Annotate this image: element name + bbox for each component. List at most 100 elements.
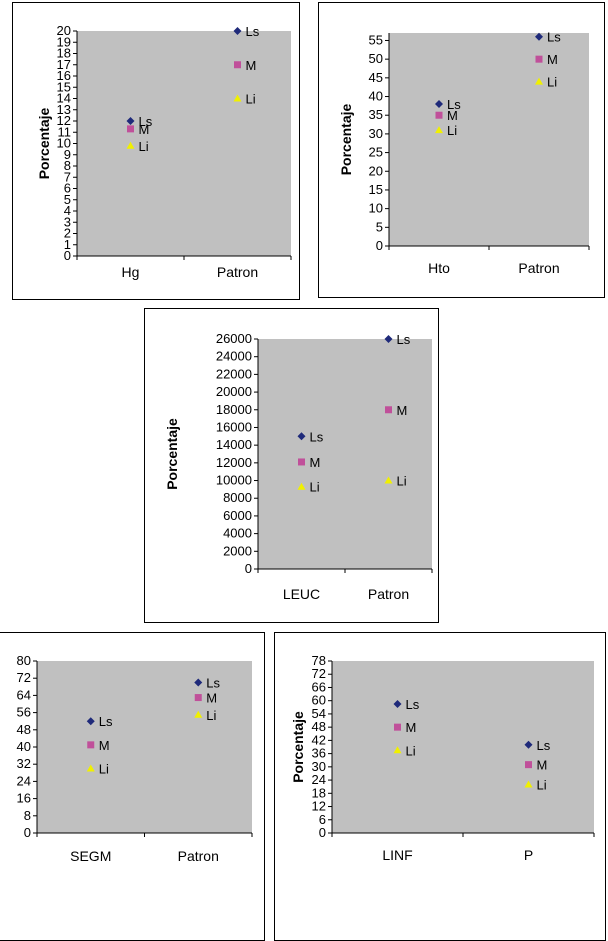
y-tick-label: 32 (17, 756, 31, 771)
y-tick-label: 10 (369, 201, 383, 216)
y-tick-label: 50 (369, 51, 383, 66)
y-tick-label: 14 (57, 91, 71, 106)
point-m (127, 125, 134, 133)
point-label: Ls (447, 97, 461, 112)
chart-hg: 0 1 2 3 4 5 6 7 8 9 10 11 12 13 14 15 16 17 18 19 20 Hg Patron… (12, 2, 300, 300)
point-li (393, 746, 402, 754)
y-tick-label: 0 (376, 238, 383, 253)
y-tick-label: 10 (57, 136, 71, 151)
point-m (435, 111, 443, 119)
y-tick-label: 78 (312, 653, 326, 668)
y-axis-label: Porcentaje (338, 103, 354, 175)
y-tick-label: 3 (64, 214, 71, 229)
point-m (298, 458, 305, 466)
point-label: M (206, 691, 217, 706)
point-li (535, 77, 543, 85)
point-ls (393, 700, 402, 708)
point-ls (297, 432, 306, 441)
chart-hto-svg: 0 5 10 15 20 25 30 35 40 45 50 55 Hto Patron Porcentaj… (338, 30, 590, 276)
point-label: Li (206, 708, 216, 723)
y-axis-label: Porcentaje (290, 711, 306, 783)
point-label: Li (397, 474, 407, 489)
y-tick-label: 8000 (223, 490, 252, 505)
point-label: Li (537, 777, 547, 792)
x-category-label: P (524, 847, 533, 863)
y-tick-label: 18 (312, 785, 326, 800)
chart-segm: 0 8 16 24 32 40 48 56 64 72 80 SEGM Patron Ls Ls M M Li Li (0, 632, 265, 941)
point-m (525, 761, 532, 769)
y-tick-label: 40 (17, 739, 31, 754)
point-label: M (99, 738, 110, 753)
y-tick-label: 22000 (216, 366, 252, 381)
y-tick-label: 12 (312, 799, 326, 814)
point-label: Ls (99, 714, 113, 729)
point-label: Ls (206, 676, 220, 691)
y-tick-label: 0 (24, 825, 31, 840)
y-tick-label: 35 (369, 107, 383, 122)
y-tick-label: 6000 (223, 508, 252, 523)
y-tick-label: 5 (376, 219, 383, 234)
y-tick-label: 2 (64, 226, 71, 241)
point-li (86, 764, 95, 772)
y-tick-label: 5 (64, 192, 71, 207)
y-tick-label: 11 (58, 124, 72, 139)
y-axis-label: Porcentaje (164, 418, 180, 490)
point-m (535, 55, 543, 63)
y-tick-label: 1 (64, 237, 71, 252)
y-tick-label: 66 (312, 679, 326, 694)
y-tick-label: 19 (57, 34, 71, 49)
point-label: M (310, 455, 321, 470)
point-label: Li (547, 75, 557, 90)
y-tick-label: 25 (369, 145, 383, 160)
y-tick-label: 4 (64, 203, 71, 218)
plot-area (77, 31, 291, 256)
plot-area (332, 661, 594, 833)
y-tick-label: 8 (24, 808, 31, 823)
y-tick-label: 4000 (223, 526, 252, 541)
y-tick-label: 24 (312, 772, 326, 787)
y-tick-label: 0 (245, 561, 252, 576)
point-ls (384, 335, 393, 343)
plot-area (37, 661, 252, 833)
y-tick-label: 30 (312, 759, 326, 774)
point-label: Li (246, 92, 256, 107)
point-li (384, 476, 393, 484)
point-ls (524, 740, 533, 749)
y-tick-label: 15 (369, 182, 383, 197)
y-tick-label: 10000 (216, 473, 252, 488)
y-tick-label: 0 (319, 825, 326, 840)
chart-hto: 0 5 10 15 20 25 30 35 40 45 50 55 Hto Patron Porcentaj… (318, 2, 605, 298)
y-tick-label: 18000 (216, 402, 252, 417)
y-tick-label: 30 (369, 126, 383, 141)
y-tick-label: 12 (57, 113, 71, 128)
point-label: Ls (406, 697, 420, 712)
point-m (385, 406, 392, 414)
y-tick-label: 20000 (216, 384, 252, 399)
y-tick-label: 6 (319, 812, 326, 827)
point-label: Li (447, 123, 457, 138)
point-li (126, 141, 135, 149)
chart-leuc-svg: 0 2000 4000 6000 8000 10000 12000 14000 16000 180… (164, 331, 433, 602)
point-label: Ls (310, 429, 324, 444)
point-label: Li (310, 480, 320, 495)
point-label: M (537, 758, 548, 773)
point-label: M (406, 720, 417, 735)
y-tick-label: 45 (369, 70, 383, 85)
y-tick-label: 16000 (216, 419, 252, 434)
y-tick-label: 64 (17, 687, 31, 702)
y-tick-label: 20 (57, 23, 71, 38)
point-label: Ls (397, 332, 411, 347)
y-axis-label: Porcentaje (36, 107, 52, 179)
point-ls (435, 100, 443, 108)
point-label: Li (406, 743, 416, 758)
x-category-label: LINF (382, 847, 412, 863)
y-tick-label: 6 (64, 181, 71, 196)
point-ls (86, 717, 95, 726)
point-m (234, 61, 241, 69)
y-tick-label: 14000 (216, 437, 252, 452)
point-label: Li (99, 762, 109, 777)
y-tick-label: 20 (369, 163, 383, 178)
y-tick-label: 48 (312, 719, 326, 734)
y-tick-label: 8 (64, 158, 71, 173)
